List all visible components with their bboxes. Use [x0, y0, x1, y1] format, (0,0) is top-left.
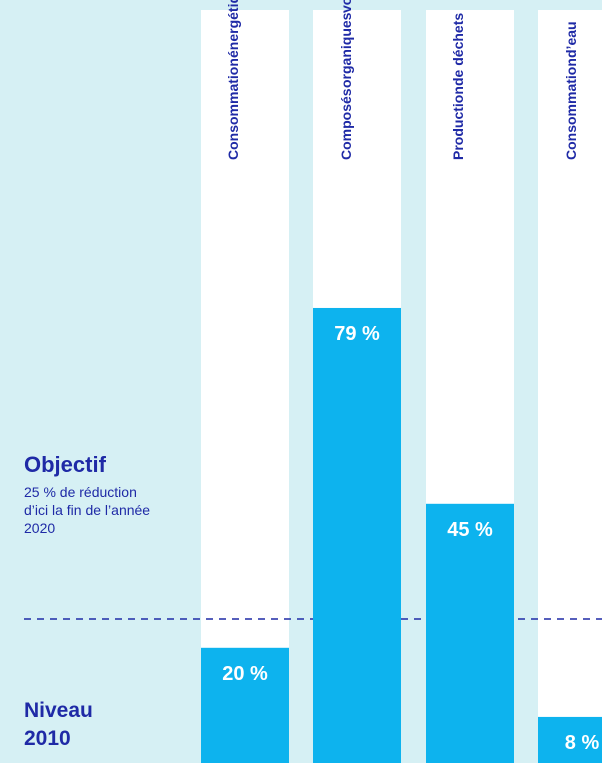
- category-label-consommation-energetique: Consommation énergétique: [225, 0, 241, 160]
- category-label-composes-organiques-volatils: Composésorganiquesvolatils: [338, 0, 354, 160]
- baseline-label: Niveau 2010: [24, 699, 93, 750]
- target-title: Objectif: [24, 452, 106, 477]
- value-label-consommation-d-eau: 8 %: [565, 732, 600, 754]
- value-label-production-de-dechets: 45 %: [447, 519, 493, 541]
- bar-consommation-d-eau: [538, 716, 602, 763]
- bar-composes-organiques-volatils: [313, 307, 401, 763]
- category-label-consommation-d-eau: Consommation d’eau: [563, 21, 579, 160]
- column-background-consommation-energetique: [201, 10, 289, 763]
- value-label-composes-organiques-volatils: 79 %: [334, 323, 380, 345]
- category-label-production-de-dechets: Production de déchets: [450, 12, 466, 160]
- target-description: 25 % de réduction d’ici la fin de l’anné…: [24, 484, 151, 536]
- column-background-consommation-d-eau: [538, 10, 602, 763]
- value-label-consommation-energetique: 20 %: [222, 663, 268, 685]
- bar-consommation-energetique: [201, 647, 289, 763]
- bar-production-de-dechets: [426, 503, 514, 763]
